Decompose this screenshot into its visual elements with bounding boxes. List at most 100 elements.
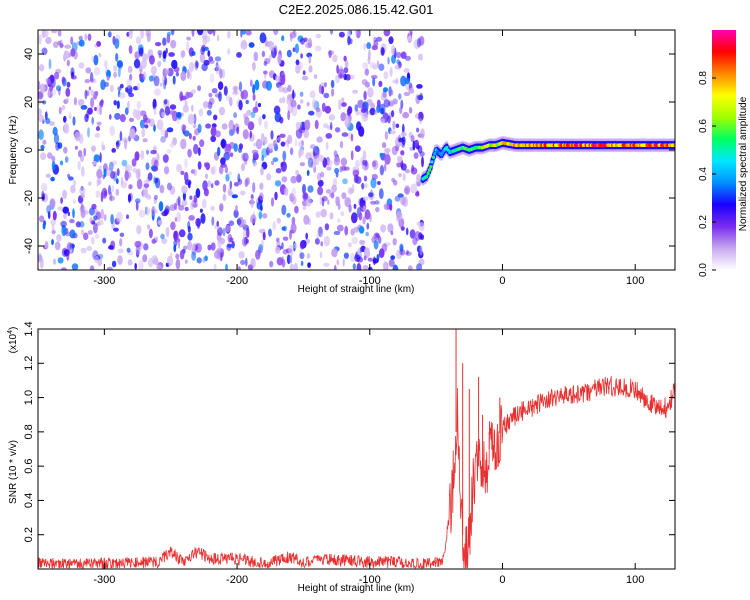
noise-blob <box>339 140 344 149</box>
noise-blob <box>222 183 227 193</box>
noise-blob <box>121 159 128 167</box>
noise-blob <box>135 168 141 180</box>
noise-blob <box>376 254 381 260</box>
noise-blob <box>166 255 174 267</box>
noise-blob <box>83 232 89 241</box>
noise-blob <box>363 90 367 101</box>
bottom-y-axis-label: SNR (10 * v/v) <box>8 440 19 504</box>
noise-blob <box>343 67 349 74</box>
noise-blob <box>359 239 366 245</box>
noise-blob <box>341 102 347 107</box>
y-tick-label: 0.6 <box>23 458 35 473</box>
noise-blob <box>173 60 177 69</box>
noise-blob <box>150 149 157 155</box>
snr-panel: -300 -200 -100 0 100 0.2 0.4 0.6 0.8 1.0 1.2 1.4 H… <box>7 321 676 594</box>
noise-region <box>38 30 425 270</box>
noise-blob <box>233 209 239 218</box>
noise-blob <box>314 45 322 52</box>
noise-blob <box>208 92 213 98</box>
noise-blob <box>187 113 195 125</box>
top-x-ticks: -300 -200 -100 0 100 <box>93 30 644 287</box>
noise-blob <box>250 214 257 224</box>
noise-blob <box>187 181 191 189</box>
noise-blob <box>173 202 178 211</box>
noise-blob <box>138 47 144 57</box>
noise-blob <box>200 213 206 224</box>
noise-blob <box>417 53 422 61</box>
noise-blob <box>363 247 371 259</box>
noise-blob <box>94 255 100 264</box>
noise-blob <box>246 109 252 116</box>
noise-blob <box>238 81 243 92</box>
noise-blob <box>399 243 404 252</box>
noise-blob <box>151 206 155 217</box>
noise-blob <box>404 77 411 85</box>
noise-blob <box>160 233 165 240</box>
noise-blob <box>220 139 227 149</box>
noise-blob <box>358 226 365 234</box>
noise-blob <box>324 223 330 231</box>
noise-blob <box>356 263 362 270</box>
noise-blob <box>65 87 71 97</box>
noise-blob <box>110 84 114 93</box>
noise-blob <box>344 117 351 128</box>
noise-blob <box>328 50 332 59</box>
noise-blob <box>127 65 133 74</box>
noise-blob <box>314 238 320 245</box>
track-core <box>431 155 436 159</box>
noise-blob <box>400 163 407 171</box>
noise-blob <box>180 95 187 101</box>
noise-blob <box>52 210 57 221</box>
noise-blob <box>392 264 399 270</box>
noise-blob <box>102 237 107 244</box>
noise-blob <box>317 179 324 187</box>
noise-blob <box>214 56 222 62</box>
noise-blob <box>65 97 69 104</box>
noise-blob <box>125 87 128 93</box>
noise-blob <box>53 133 60 145</box>
noise-blob <box>412 237 418 246</box>
noise-blob <box>135 36 142 45</box>
noise-blob <box>214 180 220 186</box>
noise-blob <box>282 150 287 162</box>
noise-blob <box>308 110 315 116</box>
noise-blob <box>348 204 352 213</box>
noise-blob <box>42 222 46 230</box>
noise-blob <box>99 105 102 116</box>
noise-blob <box>302 70 306 75</box>
noise-blob <box>245 99 249 105</box>
noise-blob <box>166 182 172 191</box>
noise-blob <box>265 80 272 91</box>
noise-blob <box>303 214 310 225</box>
noise-blob <box>413 39 421 50</box>
noise-blob <box>153 176 157 185</box>
noise-blob <box>238 251 245 259</box>
noise-blob <box>337 68 345 78</box>
bottom-x-ticks: -300 -200 -100 0 100 <box>93 329 644 586</box>
noise-blob <box>233 86 238 94</box>
noise-blob <box>416 84 423 89</box>
track-core <box>426 171 430 175</box>
noise-blob <box>303 129 310 139</box>
noise-blob <box>185 40 190 52</box>
noise-blob <box>165 68 170 75</box>
noise-blob <box>218 165 224 175</box>
noise-blob <box>181 199 188 207</box>
noise-blob <box>113 100 117 106</box>
noise-blob <box>282 249 288 255</box>
noise-blob <box>261 50 266 58</box>
snr-background <box>38 329 675 569</box>
noise-blob <box>78 39 85 47</box>
noise-blob <box>413 152 419 160</box>
noise-blob <box>246 227 250 238</box>
y-tick-label: 0 <box>23 147 35 153</box>
noise-blob <box>160 136 166 143</box>
noise-blob <box>117 248 124 254</box>
noise-blob <box>161 112 165 118</box>
noise-blob <box>103 190 107 197</box>
noise-blob <box>78 62 85 69</box>
noise-blob <box>302 206 307 211</box>
track-core <box>433 151 437 156</box>
y-tick-label: 0.4 <box>23 493 35 508</box>
noise-blob <box>320 241 324 247</box>
